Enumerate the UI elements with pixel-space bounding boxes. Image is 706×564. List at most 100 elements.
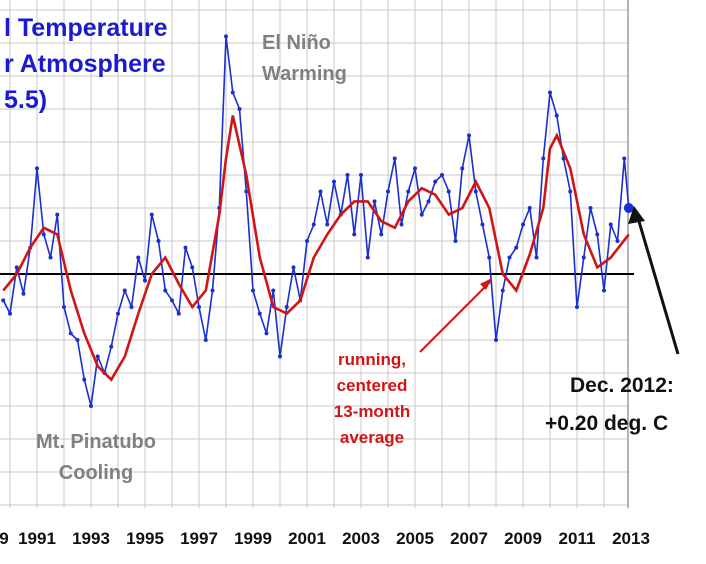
title-line-2: r Atmosphere bbox=[4, 50, 166, 78]
monthly-point bbox=[291, 265, 296, 270]
monthly-point bbox=[325, 222, 330, 227]
monthly-point bbox=[176, 311, 181, 316]
pinatubo-annotation: Mt. Pinatubo Cooling bbox=[36, 431, 156, 484]
monthly-point bbox=[480, 222, 485, 227]
monthly-point bbox=[453, 239, 458, 243]
monthly-point bbox=[332, 179, 336, 184]
latest-arrow-shaft bbox=[636, 217, 680, 355]
pinatubo-line-1: Mt. Pinatubo bbox=[36, 431, 156, 453]
x-tick-label: 1993 bbox=[72, 529, 110, 548]
monthly-point bbox=[95, 354, 100, 359]
monthly-point bbox=[595, 232, 600, 237]
latest-line-2: +0.20 deg. C bbox=[545, 412, 668, 435]
pinatubo-line-2: Cooling bbox=[59, 462, 133, 484]
monthly-point bbox=[271, 288, 276, 293]
monthly-point bbox=[352, 232, 357, 237]
monthly-point bbox=[129, 305, 134, 309]
monthly-point bbox=[426, 199, 431, 204]
monthly-point bbox=[588, 206, 593, 210]
monthly-point bbox=[581, 255, 586, 260]
x-tick-label: 1991 bbox=[18, 529, 56, 548]
monthly-point bbox=[568, 189, 573, 194]
monthly-point bbox=[197, 305, 201, 309]
monthly-point bbox=[386, 189, 390, 194]
monthly-point bbox=[534, 255, 539, 260]
monthly-point bbox=[440, 173, 444, 177]
monthly-point bbox=[487, 255, 492, 260]
monthly-point bbox=[41, 232, 46, 237]
monthly-point bbox=[527, 206, 532, 210]
monthly-point bbox=[257, 311, 262, 316]
monthly-point bbox=[406, 189, 411, 194]
monthly-point bbox=[500, 288, 505, 293]
monthly-point bbox=[622, 156, 627, 161]
monthly-point bbox=[75, 338, 80, 342]
monthly-point bbox=[143, 278, 147, 283]
monthly-point bbox=[399, 222, 404, 227]
monthly-point bbox=[264, 331, 269, 336]
x-tick-label: 1995 bbox=[126, 529, 164, 548]
title-line-3: 5.5) bbox=[4, 86, 47, 114]
monthly-point bbox=[446, 189, 451, 194]
monthly-point bbox=[237, 107, 242, 111]
monthly-point bbox=[251, 288, 255, 293]
monthly-point bbox=[55, 212, 60, 217]
x-tick-label: 2009 bbox=[504, 529, 542, 548]
monthly-point bbox=[62, 305, 66, 309]
x-tick-label: 2001 bbox=[288, 529, 326, 548]
latest-value-point bbox=[623, 203, 634, 213]
monthly-point bbox=[615, 239, 620, 243]
monthly-point bbox=[379, 232, 384, 237]
monthly-point bbox=[170, 298, 174, 303]
monthly-point bbox=[35, 166, 39, 171]
monthly-point bbox=[311, 222, 316, 227]
running-arrow-shaft bbox=[419, 281, 491, 353]
monthly-point bbox=[541, 156, 546, 161]
el-nino-line-2: Warming bbox=[262, 63, 347, 85]
monthly-point bbox=[82, 377, 87, 382]
running-line-2: centered bbox=[337, 376, 408, 395]
monthly-point bbox=[14, 265, 19, 270]
monthly-point bbox=[413, 166, 417, 171]
running-mean-series bbox=[2, 115, 630, 382]
monthly-point bbox=[514, 245, 519, 250]
monthly-point bbox=[305, 239, 309, 243]
monthly-point bbox=[156, 239, 161, 243]
monthly-points bbox=[1, 34, 631, 408]
x-tick-label: 9 bbox=[0, 529, 9, 548]
monthly-point bbox=[494, 338, 498, 342]
monthly-point bbox=[109, 344, 114, 349]
running-line-1: running, bbox=[338, 350, 406, 369]
monthly-point bbox=[575, 305, 579, 309]
monthly-point bbox=[521, 222, 525, 227]
monthly-point bbox=[210, 288, 215, 293]
monthly-point bbox=[89, 404, 93, 408]
monthly-point bbox=[365, 255, 370, 260]
monthly-point bbox=[554, 113, 559, 118]
monthly-point bbox=[318, 189, 323, 194]
monthly-point bbox=[392, 156, 397, 161]
x-tick-label: 2003 bbox=[342, 529, 380, 548]
monthly-point bbox=[230, 90, 235, 95]
latest-line-1: Dec. 2012: bbox=[570, 374, 674, 397]
x-tick-label: 2007 bbox=[450, 529, 488, 548]
latest-arrow-head bbox=[628, 206, 645, 224]
el-nino-line-1: El Niño bbox=[262, 32, 331, 54]
monthly-point bbox=[68, 331, 73, 336]
monthly-point bbox=[345, 173, 350, 177]
monthly-point bbox=[284, 305, 289, 309]
monthly-point bbox=[116, 311, 120, 316]
monthly-point bbox=[419, 212, 424, 217]
x-tick-label: 1997 bbox=[180, 529, 218, 548]
monthly-point bbox=[1, 298, 6, 303]
monthly-point bbox=[224, 34, 228, 39]
monthly-point bbox=[149, 212, 154, 217]
monthly-point bbox=[467, 133, 471, 138]
x-tick-label: 1999 bbox=[234, 529, 272, 548]
monthly-point bbox=[163, 288, 168, 293]
x-tick-labels: 9 1991 1993 1995 1997 1999 2001 2003 2005 2007 200… bbox=[0, 529, 650, 548]
chart-grid bbox=[0, 0, 629, 508]
monthly-point bbox=[608, 222, 613, 227]
x-tick-label: 2011 bbox=[559, 529, 596, 548]
